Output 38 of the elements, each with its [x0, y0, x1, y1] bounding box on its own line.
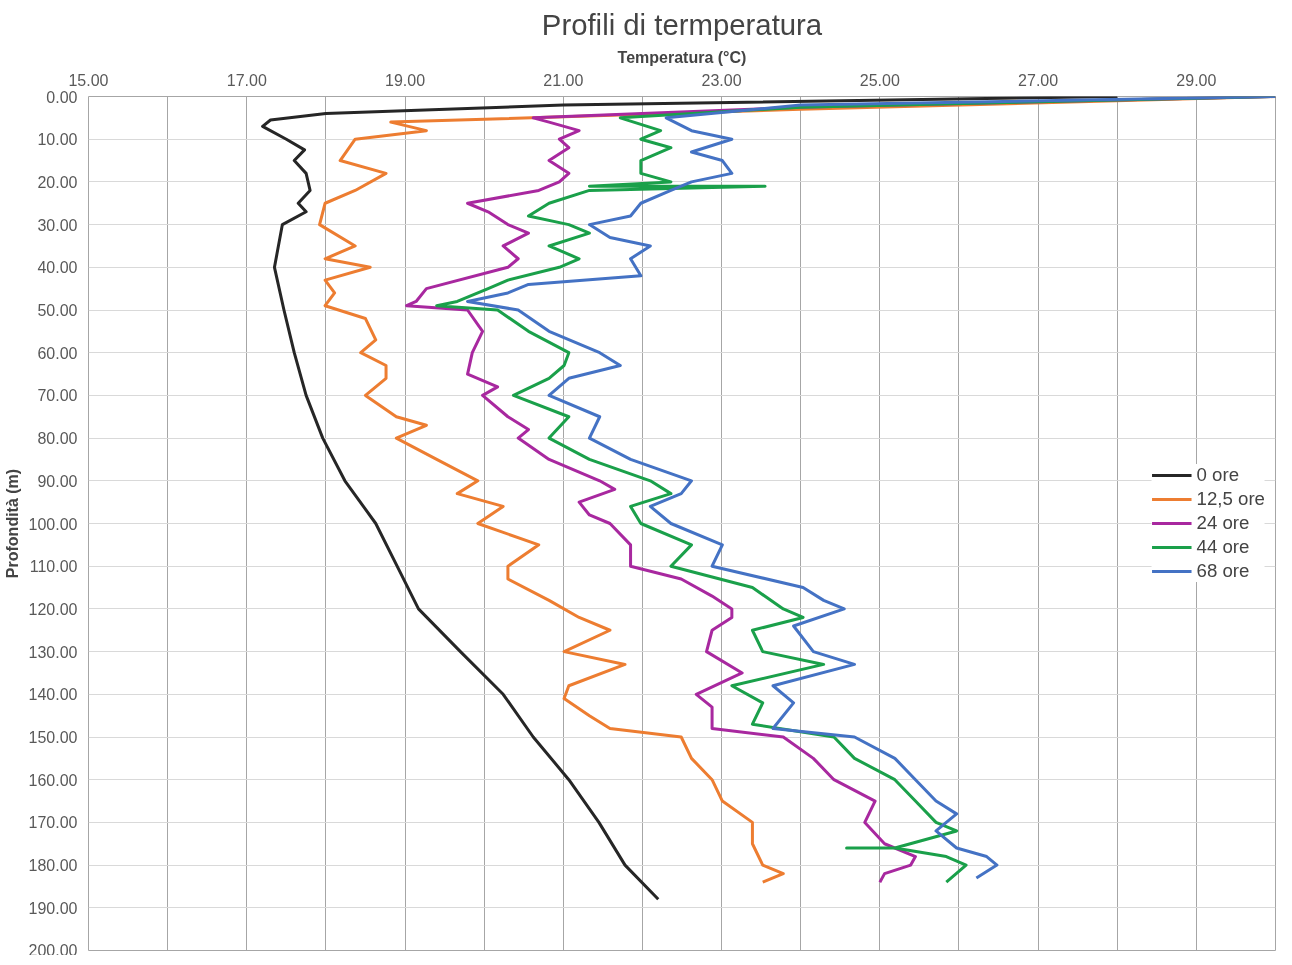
y-tick-label: 160.00 — [28, 771, 78, 789]
x-tick-label: 29.00 — [1176, 71, 1217, 89]
legend-label: 12,5 ore — [1196, 488, 1265, 510]
y-tick-label: 80.00 — [37, 430, 78, 448]
y-tick-label: 120.00 — [28, 600, 78, 618]
y-tick-label: 10.00 — [37, 131, 78, 149]
y-tick-label: 60.00 — [37, 344, 78, 362]
y-tick-label: 110.00 — [29, 558, 78, 576]
y-tick-label: 0.00 — [46, 88, 78, 106]
y-tick-label: 130.00 — [28, 643, 78, 661]
x-tick-label: 21.00 — [543, 71, 584, 89]
x-tick-label: 25.00 — [859, 71, 900, 89]
legend-label: 0 ore — [1196, 464, 1240, 486]
x-tick-label: 19.00 — [385, 71, 426, 89]
x-tick-label: 17.00 — [226, 71, 267, 89]
y-tick-label: 150.00 — [28, 729, 78, 746]
x-tick-label: 23.00 — [701, 71, 742, 89]
y-tick-label: 170.00 — [28, 814, 78, 832]
y-axis-title: Profondità (m) — [3, 468, 21, 579]
legend-label: 24 ore — [1196, 512, 1250, 534]
line-series — [261, 96, 1119, 901]
y-tick-label: 50.00 — [37, 302, 78, 319]
y-tick-label: 90.00 — [37, 472, 78, 490]
y-tick-label: 190.00 — [28, 899, 78, 917]
y-tick-label: 180.00 — [28, 857, 78, 875]
legend-label: 68 ore — [1196, 560, 1250, 582]
chart-title: Profili di termperatura — [541, 7, 823, 41]
y-tick-label: 200.00 — [28, 941, 78, 959]
y-tick-label: 100.00 — [28, 515, 78, 533]
y-tick-label: 70.00 — [37, 387, 78, 405]
x-tick-label: 27.00 — [1018, 71, 1059, 89]
x-tick-label: 15.00 — [68, 71, 109, 89]
y-tick-label: 30.00 — [37, 216, 78, 234]
x-axis-title: Temperatura (°C) — [617, 48, 747, 66]
y-tick-label: 40.00 — [37, 259, 78, 277]
y-tick-label: 20.00 — [37, 173, 78, 191]
legend-label: 44 ore — [1196, 536, 1250, 558]
y-tick-label: 140.00 — [28, 686, 78, 704]
